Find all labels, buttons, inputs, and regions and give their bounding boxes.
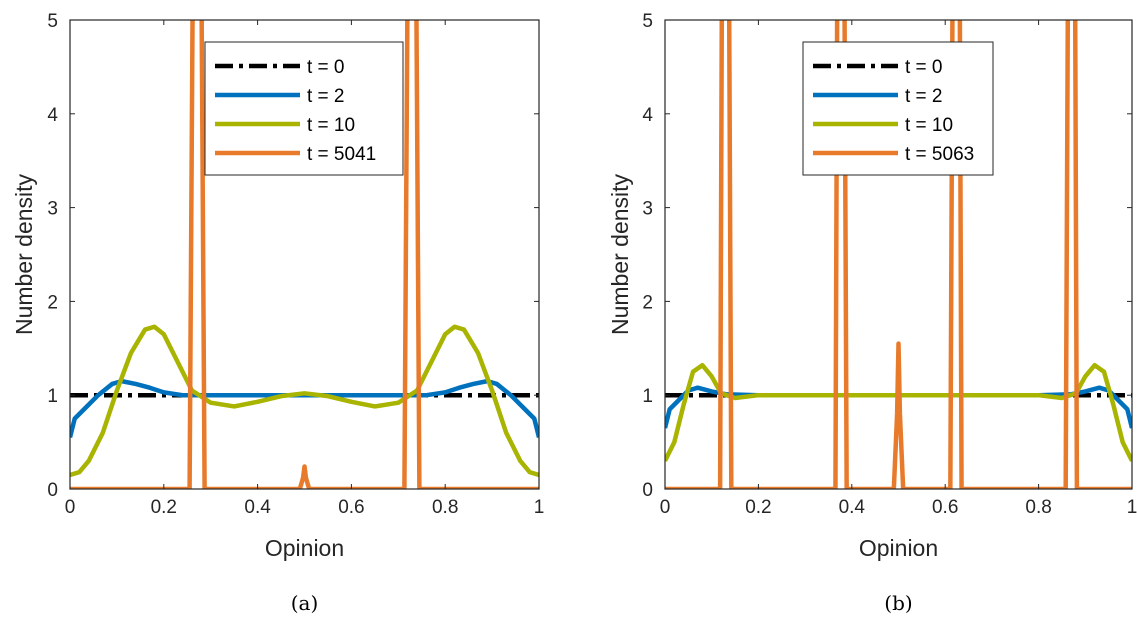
x-axis-label-a: Opinion: [265, 535, 344, 561]
panel-b: 0 0.2 0.4 0.6 0.8 1 0 1 2 3 4 5 Opinion Number dens…: [607, 11, 1137, 615]
legend-label: t = 2: [905, 86, 943, 107]
y-tick-label: 0: [47, 480, 58, 501]
y-tick-label: 5: [47, 11, 58, 32]
y-tick-label: 2: [642, 292, 653, 313]
x-tick-label: 0.2: [745, 497, 771, 518]
series-line-t-5041: [70, 20, 539, 489]
legend-label: t = 10: [307, 115, 355, 136]
x-tick-label: 0: [660, 497, 671, 518]
x-tick-label: 0: [65, 497, 76, 518]
x-tick-label: 0.2: [151, 497, 177, 518]
caption-b: (b): [884, 591, 912, 615]
y-tick-label: 4: [47, 105, 58, 126]
y-axis-label-b: Number density: [607, 173, 633, 335]
y-tick-label: 1: [47, 386, 58, 407]
legend-label: t = 10: [905, 115, 953, 136]
ticks-group-a: 0 0.2 0.4 0.6 0.8 1 0 1 2 3 4 5: [47, 11, 544, 518]
x-axis-label-b: Opinion: [859, 535, 938, 561]
axes-frame-b: [664, 19, 1133, 490]
legend-label: t = 5041: [307, 144, 376, 165]
legend-b: t = 0 t = 2 t = 10 t = 5063: [802, 41, 994, 176]
y-tick-label: 1: [642, 386, 653, 407]
x-tick-label: 0.6: [338, 497, 364, 518]
legend-label: t = 2: [307, 86, 345, 107]
y-axis-label-a: Number density: [11, 173, 37, 335]
x-tick-label: 0.4: [839, 497, 866, 518]
legend-label: t = 0: [307, 57, 345, 78]
y-tick-label: 3: [642, 199, 653, 220]
x-tick-label: 0.8: [1025, 497, 1051, 518]
x-tick-label: 0.6: [932, 497, 958, 518]
legend-a: t = 0 t = 2 t = 10 t = 5041: [204, 41, 404, 176]
series-group-a: [70, 20, 539, 489]
axes-frame-a: [69, 19, 540, 490]
panel-a: 0 0.2 0.4 0.6 0.8 1 0 1 2 3 4 5 Opinion Number dens…: [11, 11, 544, 615]
x-tick-label: 1: [1127, 497, 1137, 518]
y-tick-label: 0: [642, 480, 653, 501]
y-tick-label: 4: [642, 105, 653, 126]
x-tick-label: 0.8: [432, 497, 458, 518]
legend-label: t = 0: [905, 57, 943, 78]
y-tick-label: 5: [642, 11, 653, 32]
y-tick-label: 2: [47, 292, 58, 313]
series-line-t-10: [70, 324, 539, 478]
x-tick-label: 1: [534, 497, 545, 518]
caption-a: (a): [291, 591, 319, 615]
legend-label: t = 5063: [905, 144, 974, 165]
ticks-group-b: 0 0.2 0.4 0.6 0.8 1 0 1 2 3 4 5: [642, 11, 1137, 518]
series-group-b: [665, 20, 1132, 489]
series-line-t-5063: [665, 20, 1132, 489]
y-tick-label: 3: [47, 199, 58, 220]
legend-box: [204, 41, 404, 176]
x-tick-label: 0.4: [244, 497, 271, 518]
